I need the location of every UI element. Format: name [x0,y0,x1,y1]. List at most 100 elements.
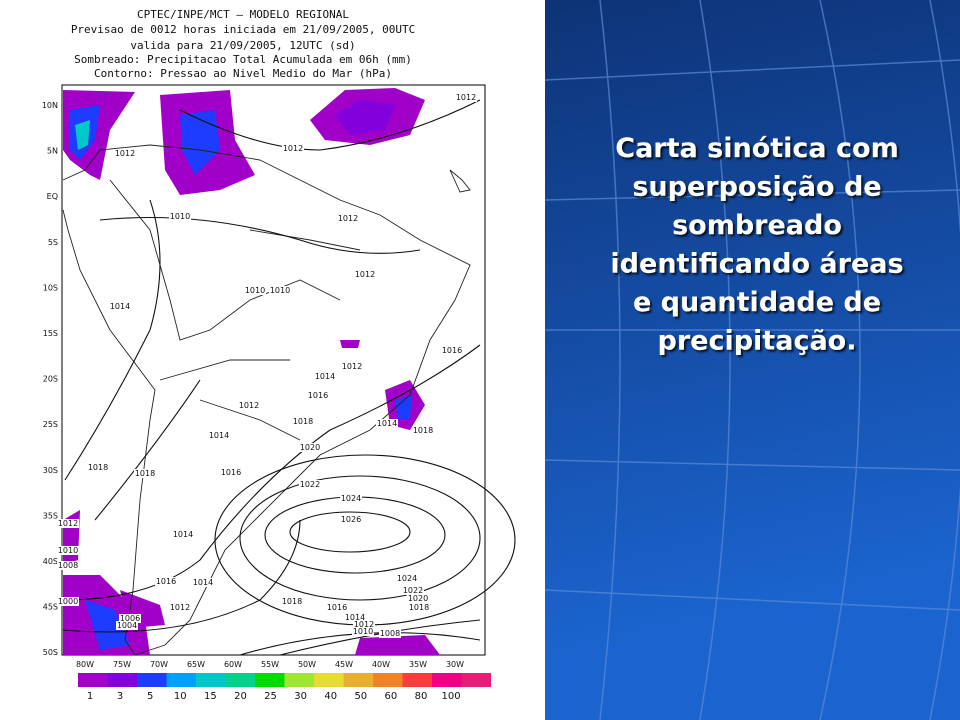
colorbar-label: 5 [147,691,153,702]
isobar-label-bg [57,561,79,570]
header-line: CPTEC/INPE/MCT – MODELO REGIONAL [137,8,349,21]
isobar-label-bg [299,443,321,452]
lat-label: 5N [47,147,58,156]
isobar-label-bg [220,468,242,477]
colorbar-box [78,673,108,687]
isobar-label-bg [344,613,366,622]
lat-label: 15S [43,329,58,338]
isobar-label: 1014 [209,431,229,440]
isobar-label-bg [340,494,362,503]
lat-label: 30S [43,466,58,475]
isobar-label: 1016 [442,346,462,355]
isobar-label-bg [119,614,141,623]
isobar-label: 1024 [341,494,361,503]
isobar-label: 1008 [380,629,400,638]
isobar-label-bg [114,149,136,158]
isobar-label-bg [326,603,348,612]
lat-label: 5S [48,238,58,247]
isobar-label: 1020 [408,594,428,603]
colorbar-label: 1 [87,691,93,702]
isobar-label-bg [169,603,191,612]
lat-label: 35S [43,511,58,520]
isobar-label-bg [407,594,429,603]
isobar-label-bg [155,577,177,586]
isobar-label-bg [396,574,418,583]
lon-label: 55W [261,660,279,669]
isobar-label-bg [282,144,304,153]
isobar-label: 1014 [110,302,130,311]
colorbar-label: 15 [204,691,217,702]
isobar-label-bg [238,401,260,410]
isobar-label-bg [376,419,398,428]
isobar-label: 1018 [413,426,433,435]
isobar-label: 1010 [245,286,265,295]
colorbar-box [373,673,403,687]
isobar-label-bg [281,597,303,606]
lat-label: EQ [47,192,58,201]
lon-label: 75W [113,660,131,669]
isobar-label: 1022 [300,480,320,489]
isobar-label-bg [269,286,291,295]
colorbar-label: 50 [354,691,367,702]
isobar-label-bg [57,519,79,528]
isobar-label: 1000 [58,597,78,606]
isobar-label: 1012 [355,270,375,279]
isobar-label-bg [314,372,336,381]
caption-line: Carta sinótica com [615,133,898,164]
isobars [62,99,516,656]
colorbar-label: 100 [442,691,461,702]
isobar-label-bg [354,270,376,279]
colorbar-box [432,673,462,687]
isobar-label: 1022 [403,586,423,595]
lat-label: 50S [43,648,58,657]
colorbar-box [314,673,344,687]
lon-label: 60W [224,660,242,669]
isobar-label: 1018 [293,417,313,426]
isobar-label-bg [172,530,194,539]
isobar-label: 1014 [173,530,193,539]
isobar-label-bg [109,302,131,311]
decor-grid [544,0,960,720]
header-line: Sombreado: Precipitacao Total Acumulada … [74,53,412,66]
colorbar-box [402,673,432,687]
isobar-label: 1012 [342,362,362,371]
isobar-label: 1012 [456,93,476,102]
colorbar-box [166,673,196,687]
isobar-label-bg [192,578,214,587]
isobar-label-bg [134,469,156,478]
colorbar-box [225,673,255,687]
isobar-label-bg [57,597,79,606]
isobar-label: 1014 [193,578,213,587]
isobar-label: 1018 [88,463,108,472]
isobar-label: 1008 [58,561,78,570]
colorbar-label: 40 [324,691,337,702]
colorbar-label: 80 [415,691,428,702]
colorbar-box [255,673,285,687]
isobar-label: 1016 [308,391,328,400]
isobar-label-bg [337,214,359,223]
lat-label: 45S [43,603,58,612]
colorbar-box [343,673,373,687]
colorbar-label: 30 [294,691,307,702]
lat-label: 25S [43,420,58,429]
colorbar-label: 10 [174,691,187,702]
map-frame [61,84,486,656]
caption-line: e quantidade de [633,287,881,318]
lat-label: 40S [43,557,58,566]
isobar-label: 1014 [345,613,365,622]
lon-label: 35W [409,660,427,669]
isobar-label: 1010 [270,286,290,295]
isobar-label: 1016 [156,577,176,586]
lat-label: 20S [43,375,58,384]
lon-label: 65W [187,660,205,669]
header: CPTEC/INPE/MCT – MODELO REGIONAL Previsao… [71,8,415,80]
lon-label: 30W [446,660,464,669]
isobar-label: 1018 [135,469,155,478]
header-line: valida para 21/09/2005, 12UTC (sd) [130,39,355,52]
colorbar-label: 20 [234,691,247,702]
isobar-label-bg [307,391,329,400]
colorbar-box [137,673,167,687]
isobar-label: 1014 [315,372,335,381]
isobar-label: 1016 [221,468,241,477]
